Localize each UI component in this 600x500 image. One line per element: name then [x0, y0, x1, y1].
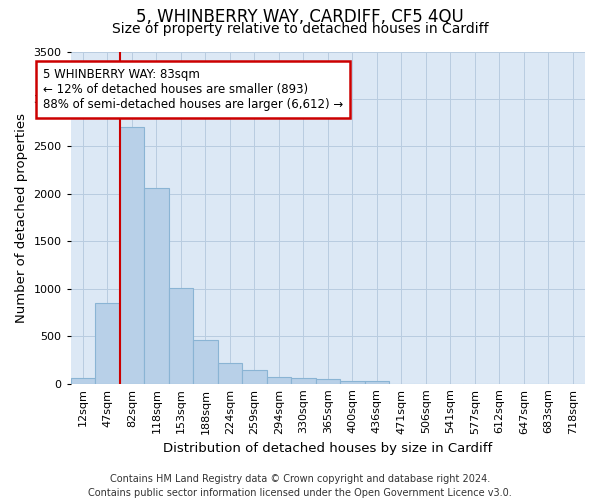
Text: Contains HM Land Registry data © Crown copyright and database right 2024.
Contai: Contains HM Land Registry data © Crown c… — [88, 474, 512, 498]
Bar — [316, 379, 340, 384]
Bar — [95, 303, 119, 384]
Bar — [365, 382, 389, 384]
Text: 5, WHINBERRY WAY, CARDIFF, CF5 4QU: 5, WHINBERRY WAY, CARDIFF, CF5 4QU — [136, 8, 464, 26]
Bar — [266, 377, 291, 384]
Bar — [193, 340, 218, 384]
Bar — [169, 288, 193, 384]
Text: Size of property relative to detached houses in Cardiff: Size of property relative to detached ho… — [112, 22, 488, 36]
Bar — [71, 378, 95, 384]
Bar — [119, 128, 144, 384]
Bar — [291, 378, 316, 384]
X-axis label: Distribution of detached houses by size in Cardiff: Distribution of detached houses by size … — [163, 442, 493, 455]
Bar — [144, 188, 169, 384]
Bar — [340, 381, 365, 384]
Text: 5 WHINBERRY WAY: 83sqm
← 12% of detached houses are smaller (893)
88% of semi-de: 5 WHINBERRY WAY: 83sqm ← 12% of detached… — [43, 68, 343, 110]
Bar — [218, 363, 242, 384]
Bar — [242, 370, 266, 384]
Y-axis label: Number of detached properties: Number of detached properties — [15, 112, 28, 322]
